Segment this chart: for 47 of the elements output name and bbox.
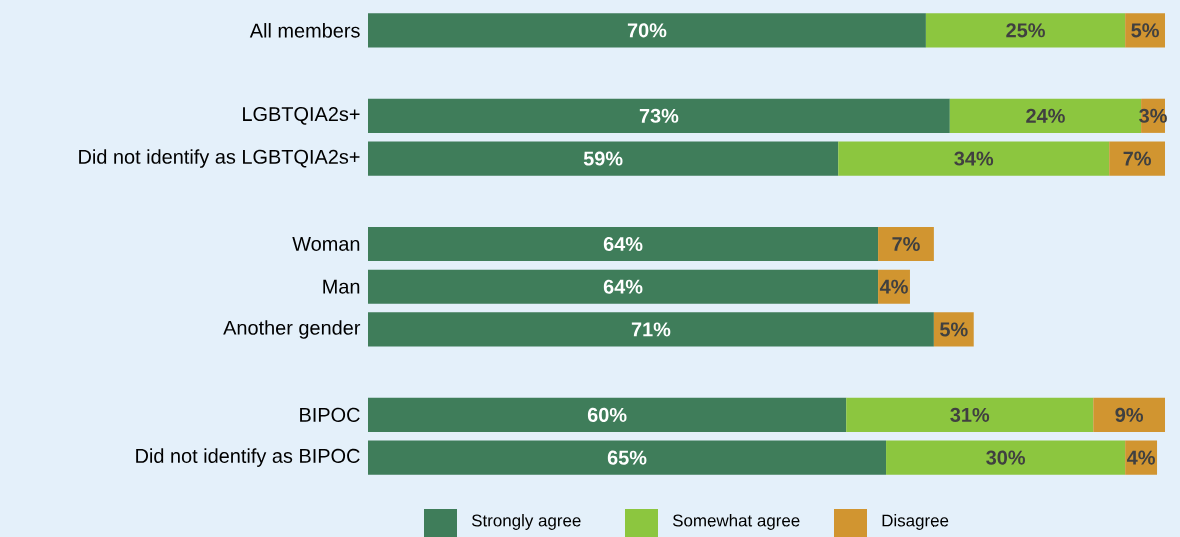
y-tick-label: Woman — [292, 237, 360, 251]
data-label: 60% — [587, 407, 627, 422]
legend-label: Somewhat agree — [672, 514, 800, 530]
bar — [368, 397, 847, 432]
bar — [368, 269, 879, 304]
bar — [933, 312, 974, 347]
data-label: 64% — [603, 236, 643, 252]
bar — [368, 141, 839, 176]
data-label: 9% — [1115, 407, 1144, 422]
y-tick-label: Did not identify as LGBTQIA2s+ — [79, 149, 360, 168]
data-label: 7% — [892, 236, 920, 251]
data-label: 70% — [627, 23, 667, 38]
data-label: 7% — [1123, 151, 1151, 166]
bar — [846, 397, 1094, 432]
data-label: 5% — [1131, 23, 1159, 38]
bar — [368, 13, 926, 48]
data-label: 65% — [607, 450, 647, 465]
bar — [368, 440, 887, 475]
data-label: 25% — [1006, 23, 1045, 38]
bar — [1109, 141, 1166, 176]
y-tick-label: BIPOC — [300, 407, 360, 422]
data-label: 30% — [986, 450, 1026, 465]
data-label: 34% — [954, 151, 994, 166]
data-label: 4% — [879, 279, 908, 294]
bar — [368, 98, 950, 133]
data-label: 31% — [950, 407, 990, 422]
y-tick-label: Did not identify as BIPOC — [136, 448, 360, 467]
data-label: 5% — [940, 322, 968, 337]
bar — [368, 226, 879, 262]
bar — [878, 226, 934, 262]
bar — [1093, 397, 1166, 432]
data-label: 73% — [639, 108, 679, 123]
y-tick-label: Another gender — [223, 320, 361, 339]
bar — [368, 312, 934, 347]
legend-label: Strongly agree — [471, 514, 581, 530]
bar — [886, 440, 1126, 475]
bar — [838, 141, 1110, 176]
bar — [925, 13, 1126, 48]
y-tick-label: Man — [323, 279, 360, 294]
y-tick-label: All members — [249, 23, 360, 38]
data-label: 4% — [1127, 450, 1155, 465]
data-label: 64% — [603, 279, 643, 294]
legend-label: Disagree — [882, 514, 949, 530]
data-label: 59% — [583, 151, 623, 166]
y-tick-label: LGBTQIA2s+ — [243, 106, 360, 125]
data-label: 24% — [1026, 108, 1065, 123]
data-label: 71% — [631, 322, 671, 337]
